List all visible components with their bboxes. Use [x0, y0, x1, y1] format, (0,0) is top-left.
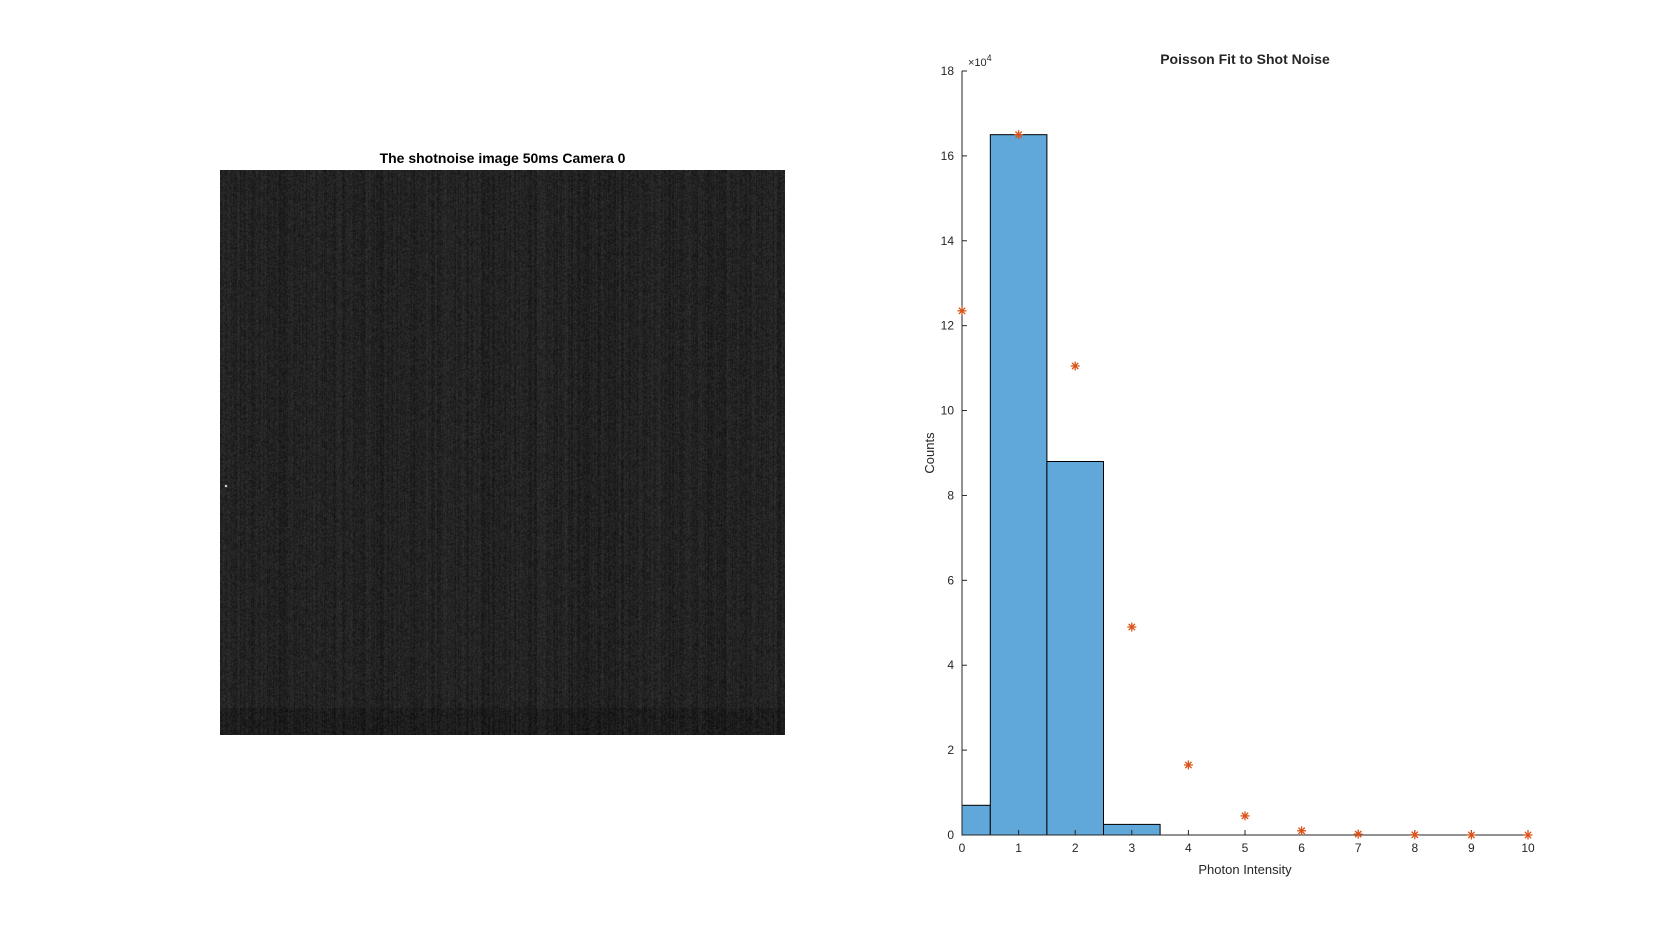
fit-marker	[1240, 811, 1250, 821]
x-tick-label: 4	[1185, 841, 1192, 855]
y-tick-label: 8	[947, 488, 954, 502]
y-tick-label: 4	[947, 658, 954, 672]
fit-marker	[1070, 361, 1080, 371]
histogram-bar	[989, 134, 1048, 836]
fit-marker	[1353, 829, 1363, 839]
y-exponent: ×104	[968, 53, 992, 69]
fit-marker	[1410, 830, 1420, 840]
x-axis-label: Photon Intensity	[1198, 862, 1292, 877]
x-tick-label: 7	[1355, 841, 1362, 855]
fit-marker	[957, 306, 967, 316]
image-title: The shotnoise image 50ms Camera 0	[379, 150, 626, 166]
x-tick-label: 8	[1411, 841, 1418, 855]
fit-marker	[1014, 130, 1024, 140]
y-tick-label: 0	[947, 828, 954, 842]
x-tick-label: 5	[1242, 841, 1249, 855]
y-exponent-power: 4	[987, 53, 992, 63]
fit-marker	[1466, 830, 1476, 840]
y-tick-label: 6	[947, 573, 954, 587]
x-tick-label: 9	[1468, 841, 1475, 855]
y-tick-label: 2	[947, 743, 954, 757]
chart-title: Poisson Fit to Shot Noise	[1160, 51, 1330, 67]
shot-noise-image	[220, 170, 785, 735]
x-tick-label: 3	[1128, 841, 1135, 855]
x-tick-label: 0	[959, 841, 966, 855]
histogram-bar	[961, 804, 991, 836]
histogram-bar	[1046, 460, 1105, 836]
x-tick-label: 1	[1015, 841, 1022, 855]
y-tick-label: 10	[941, 404, 955, 418]
y-tick-label: 18	[941, 64, 955, 78]
fit-marker	[1523, 830, 1533, 840]
y-tick-label: 14	[941, 234, 955, 248]
x-tick-label: 6	[1298, 841, 1305, 855]
x-tick-label: 2	[1072, 841, 1079, 855]
y-axis-label: Counts	[922, 432, 937, 474]
fit-marker	[1183, 760, 1193, 770]
fit-marker	[1127, 622, 1137, 632]
y-tick-label: 16	[941, 149, 955, 163]
y-exponent-base: ×10	[968, 57, 987, 69]
fit-marker	[1297, 826, 1307, 836]
x-tick-label: 10	[1521, 841, 1535, 855]
y-tick-label: 12	[941, 319, 955, 333]
